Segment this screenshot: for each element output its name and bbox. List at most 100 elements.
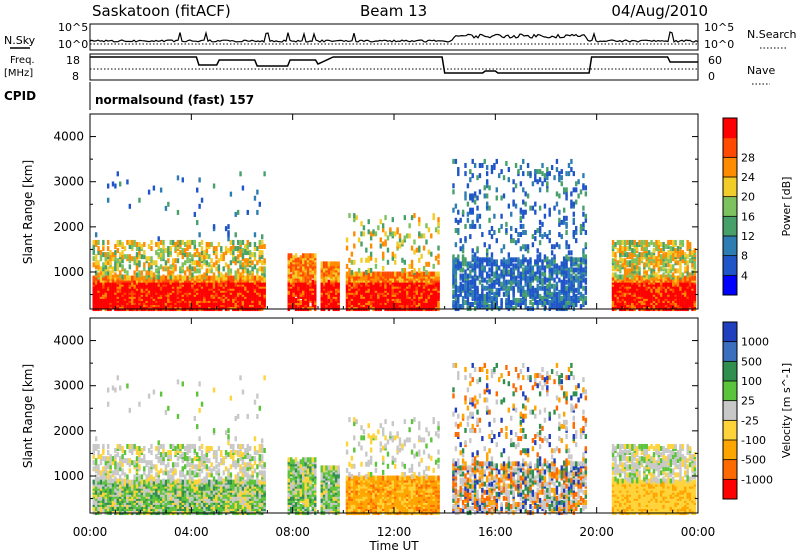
power-cell (452, 159, 454, 164)
power-cell (474, 191, 476, 196)
power-cell (244, 276, 246, 281)
power-cell (558, 278, 560, 283)
power-cell (182, 248, 184, 253)
power-cell (237, 268, 239, 273)
power-cell (198, 177, 200, 182)
power-cell (136, 272, 138, 277)
power-cell (384, 239, 386, 244)
power-cell (119, 270, 121, 275)
power-cell (582, 173, 584, 178)
power-cell (382, 272, 384, 277)
freq-label-line2: [MHz] (4, 68, 33, 79)
power-cell (474, 257, 476, 262)
power-cell (585, 242, 587, 247)
power-cell (498, 265, 500, 270)
power-cell (220, 246, 222, 251)
power-cell (539, 220, 541, 225)
power-cell (392, 272, 394, 277)
power-cell (469, 224, 471, 229)
power-cell (143, 262, 145, 267)
power-cell (346, 272, 348, 277)
power-cell (488, 230, 490, 235)
power-cell (355, 272, 357, 277)
power-cell (136, 252, 138, 257)
power-cell (532, 181, 534, 186)
power-cell (413, 250, 415, 255)
power-cell (527, 163, 529, 168)
power-cell (670, 264, 672, 269)
power-cell (208, 262, 210, 267)
power-cell (290, 274, 292, 279)
power-cell (546, 278, 548, 283)
nave-label: Nave (747, 64, 775, 77)
power-cell (251, 252, 253, 257)
power-cell (404, 215, 406, 220)
power-cell (119, 252, 121, 257)
power-cell (165, 206, 167, 211)
power-cell (577, 257, 579, 262)
colorbar-label: Power [dB] (780, 177, 793, 237)
power-cell (360, 242, 362, 247)
power-cell (225, 226, 227, 231)
power-cell (575, 226, 577, 231)
power-cell (112, 266, 114, 271)
power-cell (261, 250, 263, 255)
power-cell (138, 270, 140, 275)
power-cell (254, 276, 256, 281)
power-cell (689, 242, 691, 247)
power-cell (353, 272, 355, 277)
power-cell (177, 210, 179, 215)
power-cell (568, 256, 570, 261)
power-cell (114, 272, 116, 277)
power-cell (210, 242, 212, 247)
power-cell (425, 239, 427, 244)
power-cell (363, 272, 365, 277)
power-cell (539, 177, 541, 182)
power-cell (196, 276, 198, 281)
power-cell (561, 181, 563, 186)
power-cell (382, 252, 384, 257)
power-cell (512, 200, 514, 205)
power-cell (437, 229, 439, 234)
power-cell (97, 240, 99, 245)
power-cell (491, 234, 493, 239)
power-cell (508, 280, 510, 285)
power-cell (689, 258, 691, 263)
power-cell (546, 284, 548, 289)
power-cell (585, 296, 587, 301)
power-cell (481, 257, 483, 262)
power-cell (452, 189, 454, 194)
power-cell (162, 240, 164, 245)
power-cell (213, 224, 215, 229)
power-cell (539, 265, 541, 270)
power-cell (194, 212, 196, 217)
power-cell (488, 274, 490, 279)
power-cell (124, 268, 126, 273)
power-cell (455, 218, 457, 223)
power-cell (261, 266, 263, 271)
noise-left-tick-bottom: 10^0 (58, 38, 88, 51)
power-cell (570, 191, 572, 196)
power-cell (239, 272, 241, 277)
power-cell (235, 270, 237, 275)
power-cell (420, 254, 422, 259)
power-cell (408, 264, 410, 269)
power-cell (174, 242, 176, 247)
power-cell (396, 227, 398, 232)
power-cell (634, 258, 636, 263)
power-cell (565, 254, 567, 259)
power-cell (691, 250, 693, 255)
power-cell (220, 254, 222, 259)
power-cell (484, 286, 486, 291)
power-cell (549, 238, 551, 243)
power-cell (196, 220, 198, 225)
colorbar-swatch (723, 157, 737, 177)
power-cell (462, 244, 464, 249)
power-cell (479, 173, 481, 178)
colorbar-swatch (723, 197, 737, 217)
power-cell (573, 267, 575, 272)
power-cell (337, 261, 339, 266)
power-cell (259, 202, 261, 207)
power-cell (563, 187, 565, 192)
power-cell (491, 296, 493, 301)
